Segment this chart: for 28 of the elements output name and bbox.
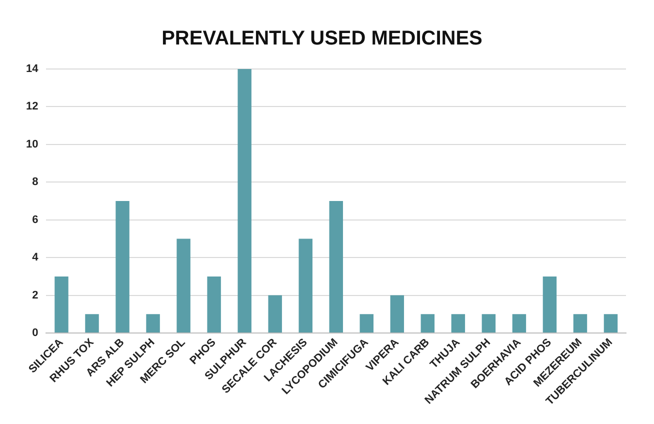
y-tick-label: 2 [32, 289, 38, 302]
bar [390, 295, 404, 333]
chart-title: PREVALENTLY USED MEDICINES [162, 28, 482, 50]
bar [329, 201, 343, 333]
bar [54, 276, 68, 333]
y-tick-label: 0 [32, 327, 38, 340]
bar [512, 314, 526, 333]
bar [298, 238, 312, 333]
bar [482, 314, 496, 333]
y-tick-label: 4 [32, 252, 40, 264]
bar [176, 238, 190, 333]
bar [360, 314, 374, 333]
bar [85, 314, 99, 333]
bar [451, 314, 466, 333]
bar [146, 314, 160, 333]
y-tick-label: 14 [26, 63, 40, 76]
bar [420, 314, 435, 333]
y-tick-label: 6 [32, 214, 38, 226]
bar [268, 295, 282, 333]
bar [604, 314, 618, 333]
y-tick-label: 8 [32, 176, 38, 188]
y-tick-label: 10 [26, 138, 38, 150]
bar [542, 276, 557, 333]
bar [116, 201, 130, 333]
bar [207, 276, 221, 333]
bar [573, 314, 588, 333]
bar [238, 69, 252, 333]
y-tick-label: 12 [26, 100, 38, 113]
